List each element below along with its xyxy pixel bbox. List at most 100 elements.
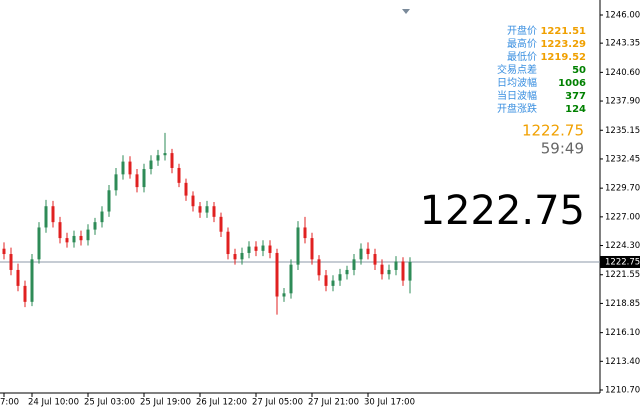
candle-body <box>247 246 251 253</box>
info-label: 开盘价 <box>507 24 537 37</box>
candle-body <box>240 252 244 260</box>
candle-body <box>114 174 118 191</box>
info-value: 1221.51 <box>540 26 586 37</box>
candle-body <box>44 206 48 228</box>
candle-body <box>184 182 188 196</box>
candle-body <box>198 206 202 213</box>
x-tick-label: 25 Jul 03:00 <box>84 398 135 408</box>
candle-body <box>380 264 384 275</box>
bid-price-box <box>600 255 640 268</box>
candle-body <box>93 222 97 230</box>
candle-body <box>156 155 160 161</box>
candle-body <box>205 206 209 213</box>
x-tick-label: 26 Jul 12:00 <box>196 398 247 408</box>
candle-body <box>149 160 153 170</box>
candle-body <box>387 269 391 275</box>
shift-marker <box>402 9 410 14</box>
y-tick-label: 1210.70 <box>605 386 640 396</box>
candle-body <box>289 264 293 294</box>
candle-body <box>268 245 272 253</box>
y-tick-label: 1221.55 <box>605 270 640 280</box>
candle-body <box>170 153 174 168</box>
info-value: 50 <box>572 65 586 76</box>
y-tick-label: 1232.45 <box>605 154 640 164</box>
candle-body <box>338 274 342 281</box>
y-tick-label: 1246.00 <box>605 11 640 21</box>
info-label: 日均波幅 <box>497 76 537 89</box>
candle-body <box>128 161 132 175</box>
y-tick-label: 1213.40 <box>605 357 640 367</box>
candle-body <box>100 211 104 223</box>
candle-body <box>226 231 230 255</box>
candle-body <box>58 222 62 239</box>
info-value: 1223.29 <box>540 39 586 50</box>
y-tick-label: 1240.60 <box>605 68 640 78</box>
candle-body <box>2 248 6 255</box>
candle-body <box>163 153 167 156</box>
info-value: 377 <box>565 91 586 102</box>
candle-body <box>9 254 13 270</box>
x-tick-label: 24 Jul 10:00 <box>28 398 79 408</box>
y-tick-label: 1218.85 <box>605 299 640 309</box>
candle-body <box>359 248 363 260</box>
candle-body <box>86 229 90 241</box>
info-value: 124 <box>565 104 586 115</box>
y-tick-label: 1216.10 <box>605 328 640 338</box>
x-tick-label: 27 Jul 21:00 <box>308 398 359 408</box>
candle-body <box>65 238 69 243</box>
x-tick-label: 27 Jul 05:00 <box>252 398 303 408</box>
candle-body <box>261 245 265 251</box>
bar-countdown: 59:49 <box>541 140 584 158</box>
candle-body <box>233 254 237 260</box>
candle-body <box>107 190 111 212</box>
candle-body <box>317 259 321 276</box>
candle-body <box>212 206 216 217</box>
y-tick-label: 1243.35 <box>605 39 640 49</box>
info-value: 1219.52 <box>540 52 586 63</box>
info-label: 最高价 <box>507 37 537 50</box>
candle-body <box>135 174 139 188</box>
candle-body <box>331 280 335 286</box>
x-tick-label: 7:00 <box>0 398 19 408</box>
candle-body <box>324 275 328 286</box>
info-label: 最低价 <box>507 50 537 63</box>
candle-body <box>16 269 20 286</box>
candle-body <box>296 227 300 265</box>
y-tick-label: 1224.30 <box>605 241 640 251</box>
candle-body <box>177 167 181 183</box>
y-tick-label: 1229.70 <box>605 184 640 194</box>
candle-body <box>310 238 314 260</box>
candle-body <box>51 206 55 223</box>
candle-body <box>219 216 223 232</box>
candle-body <box>394 261 398 270</box>
big-price: 1222.75 <box>420 188 585 234</box>
candle-body <box>121 161 125 175</box>
candle-body <box>37 227 41 260</box>
candle-body <box>275 252 279 297</box>
candle-body <box>254 246 258 251</box>
bid-price-label: 1222.75 <box>605 257 640 267</box>
x-tick-label: 25 Jul 19:00 <box>140 398 191 408</box>
candle-body <box>142 169 146 188</box>
candle-body <box>303 227 307 239</box>
y-tick-label: 1237.90 <box>605 97 640 107</box>
y-tick-label: 1227.00 <box>605 212 640 222</box>
info-label: 当日波幅 <box>497 89 537 102</box>
y-tick-label: 1235.15 <box>605 126 640 136</box>
candle-body <box>30 259 34 302</box>
candle-body <box>191 195 195 207</box>
candle-body <box>72 235 76 243</box>
candle-body <box>345 269 349 275</box>
info-label: 交易点差 <box>497 63 537 76</box>
candle-body <box>352 259 356 270</box>
candle-body <box>282 293 286 297</box>
bid-price: 1222.75 <box>522 122 584 140</box>
candle-body <box>366 248 370 255</box>
x-tick-label: 30 Jul 17:00 <box>364 398 415 408</box>
candle-body <box>401 261 405 281</box>
info-value: 1006 <box>558 78 586 89</box>
candle-body <box>373 254 377 265</box>
candle-body <box>79 235 83 241</box>
candle-body <box>23 285 27 302</box>
